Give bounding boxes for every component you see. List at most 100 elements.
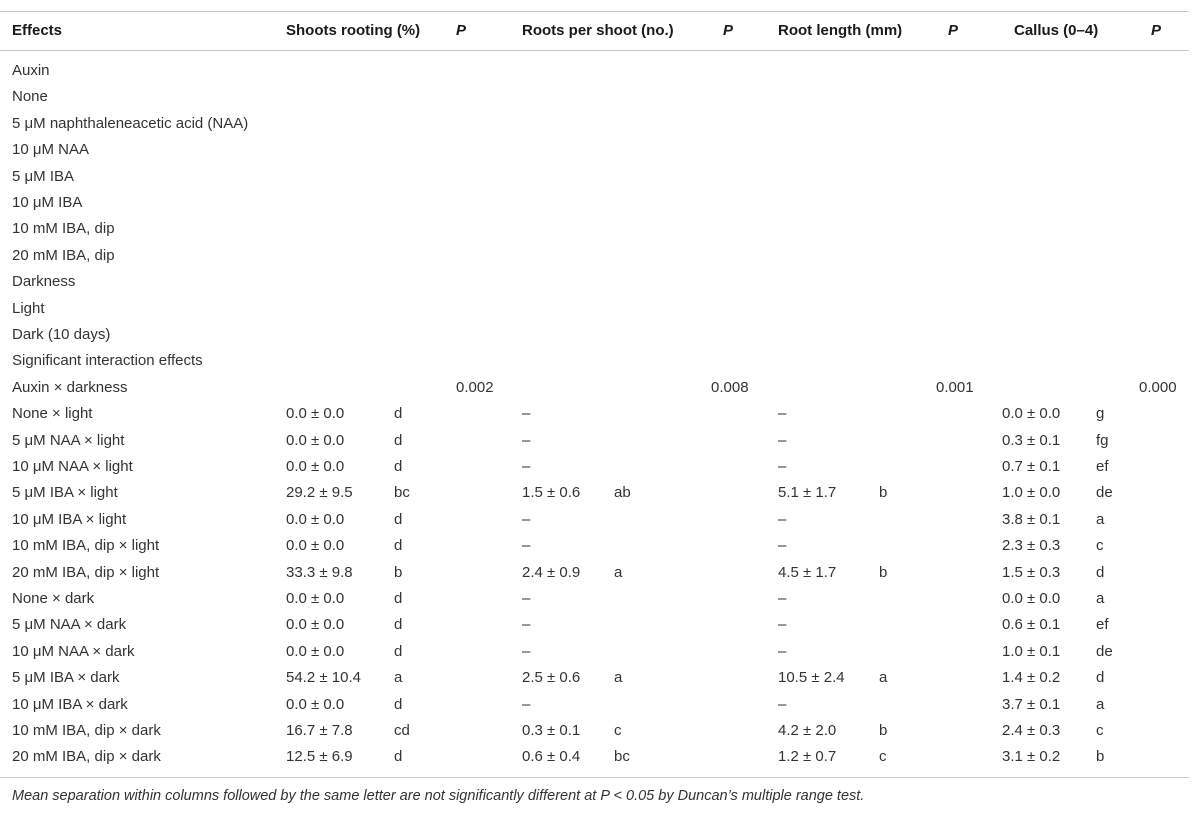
header-roots-per-shoot: Roots per shoot (no.) [522,22,674,39]
cell-roots-per-shoot: 0.6 ± 0.4 [522,748,581,766]
cell-root-length: 4.5 ± 1.7 [778,563,837,581]
cell-roots-per-shoot-letter: c [614,722,622,739]
row-label: 10 mM IBA, dip × dark [12,722,161,739]
cell-callus-letter: de [1096,642,1113,660]
cell-roots-per-shoot-letter: a [614,563,623,581]
cell-root-length-letter: c [879,748,887,766]
row-label: Auxin × darkness [12,378,128,396]
row-label: 20 mM IBA, dip × dark [12,748,161,766]
cell-callus: 3.1 ± 0.2 [1002,748,1061,766]
cell-root-length-letter: a [879,669,888,687]
cell-root-length-letter: b [879,563,888,581]
cell-shoots-rooting: 0.0 ± 0.0 [286,590,345,607]
cell-roots-per-shoot: 2.5 ± 0.6 [522,669,581,687]
cell-shoots-rooting-letter: d [394,458,403,475]
row-label: 5 μM IBA [12,167,74,185]
cell-callus: 3.7 ± 0.1 [1002,695,1061,713]
row-label: Light [12,299,45,317]
cell-roots-per-shoot: 2.4 ± 0.9 [522,563,581,581]
cell-callus-letter: d [1096,669,1105,687]
cell-shoots-rooting-letter: d [394,590,403,607]
cell-shoots-rooting: 0.0 ± 0.0 [286,695,345,713]
cell-shoots-rooting: 0.0 ± 0.0 [286,537,345,555]
cell-callus: 3.8 ± 0.1 [1002,510,1061,528]
cell-root-length: – [778,458,787,475]
cell-roots-per-shoot: – [522,431,531,449]
cell-callus-letter: a [1096,510,1105,528]
cell-callus: 1.4 ± 0.2 [1002,669,1061,687]
cell-root-length: 5.1 ± 1.7 [778,484,837,502]
cell-shoots-rooting: 0.0 ± 0.0 [286,458,345,475]
cell-root-length: – [778,510,787,528]
cell-shoots-rooting: 0.0 ± 0.0 [286,405,345,423]
row-label: Darkness [12,273,76,291]
cell-callus: 1.5 ± 0.3 [1002,563,1061,581]
row-label: 5 μM IBA × dark [12,669,120,687]
cell-shoots-rooting-letter: d [394,510,403,528]
cell-callus-letter: c [1096,537,1104,555]
cell-roots-per-shoot: 1.5 ± 0.6 [522,484,581,502]
cell-shoots-rooting-letter: bc [394,484,410,502]
cell-callus: 0.6 ± 0.1 [1002,616,1061,634]
cell-shoots-rooting-letter: d [394,537,403,555]
cell-roots-per-shoot-letter: ab [614,484,631,502]
cell-roots-per-shoot: – [522,695,531,713]
cell-shoots-rooting-letter: cd [394,722,410,739]
header-p-length: P [948,22,959,39]
row-label: None × dark [12,590,95,607]
cell-root-length: – [778,590,787,607]
cell-root-length: 4.2 ± 2.0 [778,722,837,739]
row-label: 10 μM IBA × dark [12,695,128,713]
row-label: 10 μM IBA [12,194,83,211]
cell-shoots-rooting: 33.3 ± 9.8 [286,563,353,581]
cell-root-length-letter: b [879,484,888,502]
table-header-rule [0,50,1189,51]
cell-callus-letter: g [1096,405,1105,423]
cell-callus: 2.3 ± 0.3 [1002,537,1061,555]
cell-shoots-rooting-letter: d [394,405,403,423]
header-shoots-rooting: Shoots rooting (%) [286,22,421,39]
cell-p-rooting: 0.002 [456,378,494,396]
cell-shoots-rooting-letter: d [394,642,403,660]
cell-roots-per-shoot: – [522,642,531,660]
cell-callus-letter: c [1096,722,1104,739]
row-label: 20 mM IBA, dip [12,246,115,264]
row-label: 10 μM NAA [12,141,89,159]
row-label: 10 μM IBA × light [12,510,127,528]
cell-roots-per-shoot: – [522,510,531,528]
cell-callus: 0.0 ± 0.0 [1002,590,1061,607]
table-bottom-rule [0,777,1189,778]
cell-root-length: – [778,405,787,423]
cell-callus-letter: ef [1096,616,1109,634]
cell-root-length: – [778,695,787,713]
cell-shoots-rooting: 29.2 ± 9.5 [286,484,353,502]
cell-shoots-rooting: 16.7 ± 7.8 [286,722,353,739]
cell-callus-letter: d [1096,563,1105,581]
cell-callus: 1.0 ± 0.1 [1002,642,1061,660]
cell-callus: 0.3 ± 0.1 [1002,431,1061,449]
cell-callus-letter: fg [1096,431,1109,449]
cell-root-length: – [778,642,787,660]
cell-p-callus: 0.000 [1139,378,1177,396]
row-label: Auxin [12,62,50,79]
cell-shoots-rooting: 0.0 ± 0.0 [286,616,345,634]
header-p-roots: P [723,22,734,39]
cell-callus-letter: a [1096,695,1105,713]
row-label: 5 μM IBA × light [12,484,118,502]
cell-shoots-rooting-letter: d [394,431,403,449]
row-label: 10 mM IBA, dip [12,220,115,238]
cell-root-length: 10.5 ± 2.4 [778,669,845,687]
cell-callus-letter: a [1096,590,1105,607]
row-label: 5 μM NAA × light [12,431,125,449]
cell-root-length: – [778,616,787,634]
cell-shoots-rooting: 12.5 ± 6.9 [286,748,353,766]
cell-shoots-rooting: 0.0 ± 0.0 [286,642,345,660]
header-callus: Callus (0–4) [1014,22,1099,39]
cell-roots-per-shoot: – [522,616,531,634]
row-label: None × light [12,405,93,423]
cell-roots-per-shoot: – [522,537,531,555]
row-label: 10 μM NAA × dark [12,642,135,660]
cell-roots-per-shoot: – [522,458,531,475]
row-label: 10 μM NAA × light [12,458,133,475]
